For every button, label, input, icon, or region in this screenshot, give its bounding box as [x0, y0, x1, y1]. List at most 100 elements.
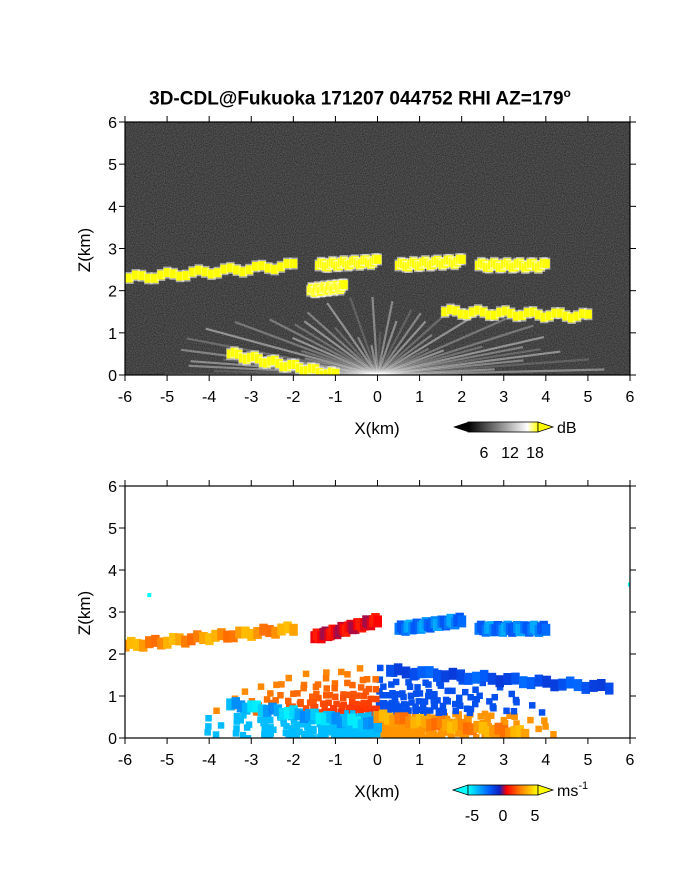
velocity-cell: [289, 705, 298, 718]
velocity-cell: [242, 702, 251, 715]
velocity-cell: [389, 714, 398, 727]
velocity-cell: [247, 700, 256, 713]
velocity-cell: [252, 700, 261, 713]
velocity-cell: [478, 721, 488, 734]
velocity-cell: [323, 692, 330, 699]
cloud-echo-cell: [534, 310, 543, 320]
cloud-echo-cell: [573, 311, 581, 321]
velocity-cell: [261, 714, 268, 721]
velocity-cell: [285, 697, 292, 705]
velocity-cell: [405, 707, 412, 714]
cloud-echo-cell: [529, 307, 537, 317]
velocity-cell: [511, 713, 518, 720]
y-tick-label: 4: [108, 563, 117, 580]
velocity-cell: [467, 705, 475, 713]
velocity-cell: [495, 675, 504, 688]
velocity-cell: [293, 721, 301, 728]
velocity-cell: [589, 679, 598, 692]
velocity-cell: [372, 676, 379, 683]
velocity-cell: [212, 731, 220, 738]
velocity-cell: [393, 663, 403, 676]
velocity-cell: [205, 715, 212, 722]
velocity-cell: [541, 623, 551, 636]
velocity-cell: [193, 630, 202, 643]
velocity-cell: [499, 725, 509, 738]
cloud-echo-cell: [239, 267, 247, 277]
velocity-cell: [378, 709, 388, 722]
velocity-cell: [373, 705, 380, 713]
velocity-cell: [508, 690, 515, 698]
velocity-cell: [379, 692, 386, 699]
cloud-echo-cell: [446, 305, 455, 314]
backscatter-ray: [376, 347, 430, 375]
backscatter-ray: [376, 332, 382, 375]
velocity-cell: [309, 693, 316, 700]
velocity-cell: [491, 694, 498, 701]
velocity-cell: [542, 675, 551, 688]
panel1-ylabel: Z(km): [75, 228, 94, 272]
y-tick-label: 0: [108, 368, 117, 385]
velocity-cell: [373, 720, 382, 733]
backscatter-ray: [294, 323, 379, 375]
velocity-cell: [473, 720, 482, 733]
dB-colorbar: dB 6 12 18: [453, 420, 577, 462]
velocity-cell: [423, 710, 430, 718]
velocity-cell: [410, 716, 419, 729]
backscatter-ray: [349, 297, 379, 375]
velocity-cell: [436, 679, 443, 687]
velocity-cell: [373, 695, 380, 703]
velocity-cell: [457, 615, 467, 628]
velocity-cell: [573, 679, 583, 692]
velocity-cell: [357, 684, 365, 691]
velocity-cell: [367, 695, 374, 703]
velocity-cell: [452, 700, 459, 708]
panel1-ticks: -6 -5 -4 -3 -2 -1 0 1 2 3 4 5 6 0 1 2 3 4 5 6: [108, 115, 636, 406]
velocity-cell: [405, 725, 413, 732]
velocity-cell: [457, 718, 467, 731]
cloud-echo-cell: [584, 309, 592, 319]
velocity-cell: [217, 628, 226, 641]
velocity-cell: [519, 676, 528, 689]
velocity-cell: [268, 702, 277, 715]
cloud-echo-cell: [331, 368, 340, 375]
velocity-cell: [452, 719, 461, 732]
velocity-cell: [217, 722, 225, 729]
velocity-cell: [466, 709, 474, 717]
velocity-cell: [486, 698, 493, 705]
cloud-echo-cell: [169, 269, 178, 279]
velocity-cell: [133, 638, 142, 651]
velocity-cell: [337, 708, 345, 715]
velocity-cell: [627, 582, 630, 587]
backscatter-ray: [303, 320, 379, 375]
cloud-echo-cell: [289, 259, 298, 269]
colorbar1-unit: dB: [557, 420, 577, 437]
velocity-cell: [565, 676, 575, 689]
velocity-cell: [477, 713, 484, 720]
backscatter-noise: [125, 122, 630, 375]
velocity-cell: [412, 690, 420, 698]
velocity-cell: [348, 694, 356, 701]
velocity-cell: [558, 678, 567, 691]
velocity-cell: [393, 723, 400, 731]
velocity-cell: [360, 692, 368, 700]
backscatter-ray: [377, 349, 445, 375]
velocity-cell: [407, 692, 415, 700]
velocity-cell: [384, 712, 393, 725]
velocity-cell: [500, 716, 508, 724]
cloud-echo-cell: [512, 311, 521, 321]
cloud-echo-cell: [562, 311, 570, 321]
velocity-cell: [512, 696, 520, 704]
cloud-echo-cell: [195, 265, 203, 275]
velocity-cell: [296, 728, 303, 736]
velocity-cell: [265, 625, 274, 638]
velocity-cell: [362, 688, 370, 695]
velocity-cell: [393, 708, 400, 715]
velocity-cell: [235, 626, 244, 639]
cloud-echo-cell: [540, 312, 548, 322]
velocity-cell: [332, 693, 339, 701]
velocity-cell: [296, 700, 304, 708]
backscatter-ray: [376, 309, 413, 375]
velocity-cell: [331, 735, 338, 738]
velocity-cell: [520, 728, 530, 738]
velocity-cell: [302, 670, 310, 678]
